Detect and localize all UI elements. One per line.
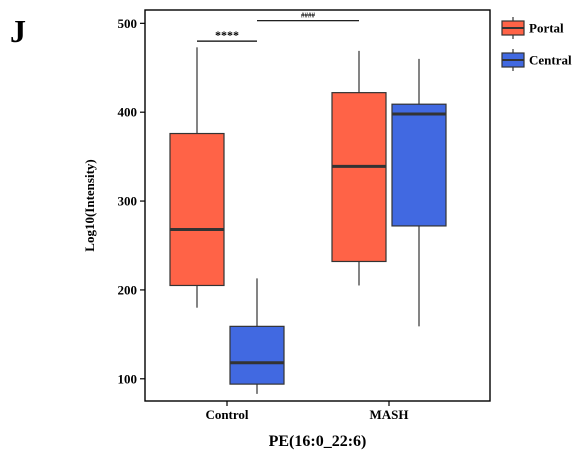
y-tick-label: 400 — [118, 105, 138, 120]
legend: Portal Central — [501, 17, 572, 71]
y-axis-label: Log10(Intensity) — [82, 159, 97, 251]
box-control-central — [229, 278, 285, 394]
panel-label: J — [10, 13, 26, 49]
y-tick-label: 200 — [118, 282, 138, 297]
legend-item-central: Central — [501, 49, 572, 71]
box-body — [169, 132, 225, 287]
box-mash-central — [391, 58, 447, 327]
y-tick-label: 500 — [118, 16, 138, 31]
significance-label: **** — [215, 28, 239, 42]
plot-border — [144, 9, 491, 402]
box-body — [331, 92, 387, 263]
axes: 100 200 300 400 500 Control MASH — [118, 9, 491, 422]
legend-label: Central — [529, 53, 572, 68]
y-tick-label: 300 — [118, 194, 138, 209]
legend-label: Portal — [529, 21, 564, 36]
x-axis-label: PE(16:0_22:6) — [269, 433, 367, 450]
box-body — [229, 325, 285, 385]
box-series — [169, 47, 447, 394]
box-control-portal — [169, 47, 225, 308]
y-tick-label: 100 — [118, 371, 138, 386]
box-mash-portal — [331, 50, 387, 286]
x-tick-label: Control — [205, 407, 248, 422]
box-body — [391, 103, 447, 227]
x-tick-label: MASH — [370, 407, 409, 422]
significance-annotations: **** #### — [197, 12, 359, 42]
legend-item-portal: Portal — [501, 17, 564, 39]
significance-label: #### — [301, 12, 316, 20]
